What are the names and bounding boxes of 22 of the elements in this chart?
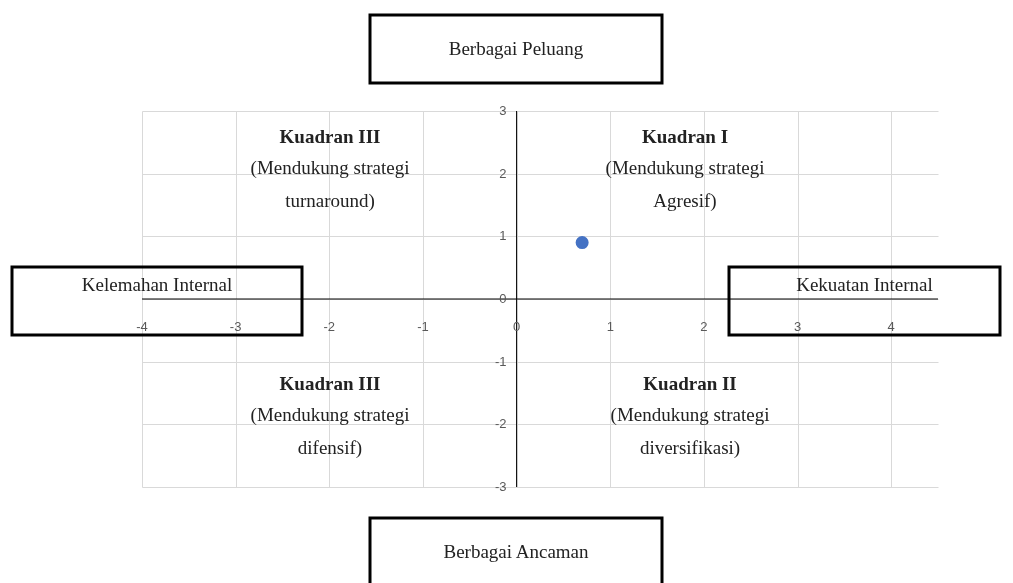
y-tick-label: 3 bbox=[499, 103, 507, 118]
x-tick-label: -2 bbox=[323, 319, 336, 334]
y-tick-label: 1 bbox=[499, 228, 507, 244]
text: Berbagai Ancaman bbox=[443, 541, 590, 562]
x-tick-label: 1 bbox=[606, 319, 614, 334]
annotation: Kuadran I (Mendukung strategi Agresif) bbox=[605, 126, 765, 212]
x-tick-label: 4 bbox=[887, 319, 895, 334]
annotation: Kuadran III (Mendukung strategi turnaround) bbox=[250, 126, 410, 212]
y-tick-label: -1 bbox=[495, 353, 507, 369]
x-tick-label: 2 bbox=[700, 319, 708, 334]
annotation: Kekuatan Internal bbox=[796, 274, 933, 295]
annotation: Kuadran III (Mendukung strategi difensif) bbox=[250, 373, 410, 459]
x-tick-label: -4 bbox=[136, 319, 148, 334]
y-tick-label: -2 bbox=[495, 416, 507, 432]
x-tick-label: 3 bbox=[793, 319, 802, 334]
annotation: Kelemahan Internal bbox=[81, 274, 233, 295]
y-tick-label: 2 bbox=[499, 165, 507, 181]
x-tick-label: -1 bbox=[417, 319, 429, 334]
annotation: Kuadran II (Mendukung strategi diversifikasi) bbox=[610, 373, 770, 459]
x-tick-label: -3 bbox=[229, 319, 242, 334]
text: Berbagai Peluang bbox=[448, 38, 584, 59]
y-tick-label: -3 bbox=[495, 479, 507, 494]
